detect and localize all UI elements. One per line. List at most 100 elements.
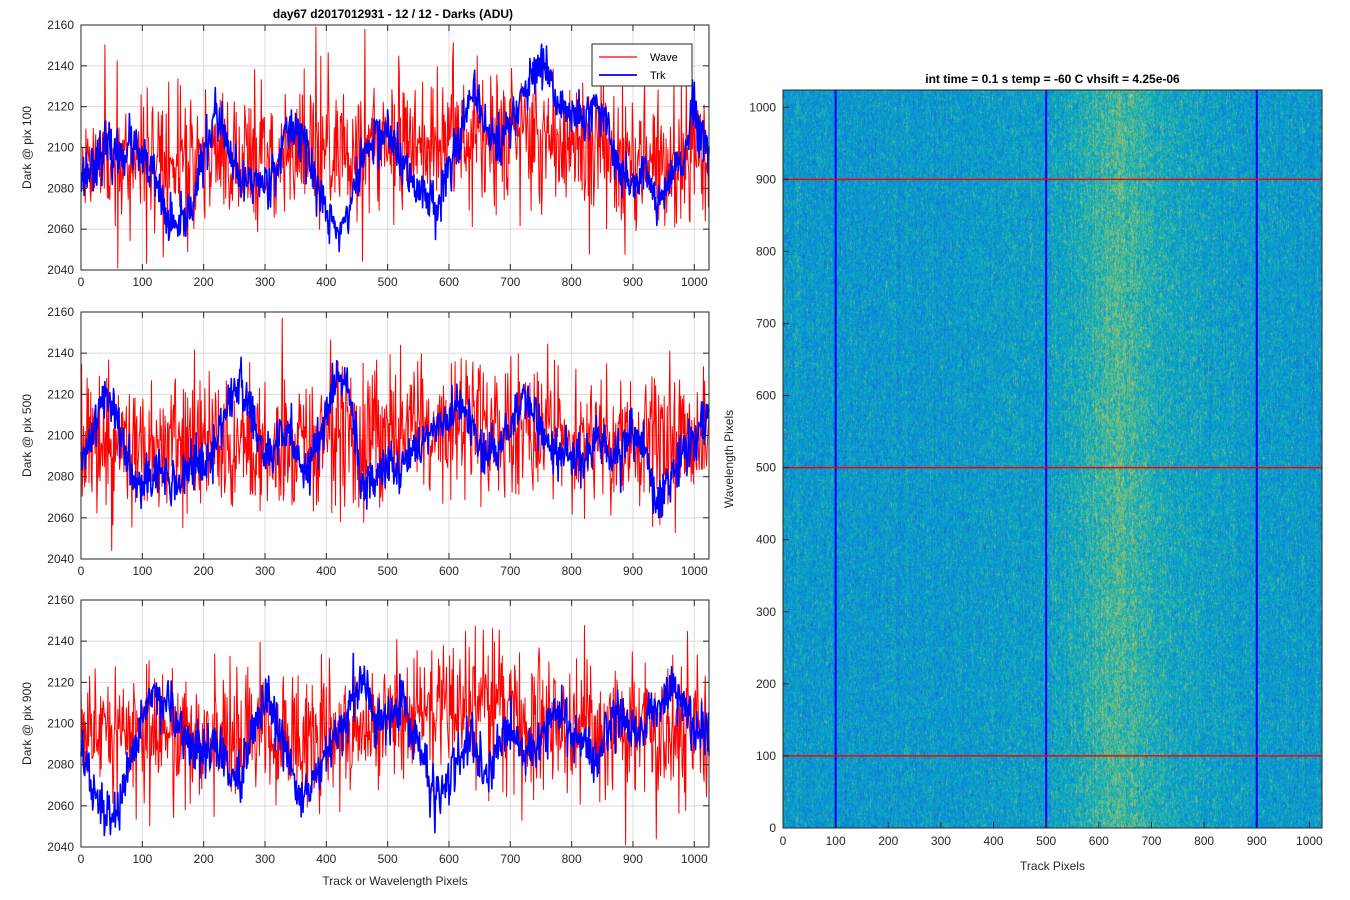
x-tick-label: 100 xyxy=(132,564,152,578)
x-axis-label: Track or Wavelength Pixels xyxy=(322,874,467,888)
heatmap-title: int time = 0.1 s temp = -60 C vhsift = 4… xyxy=(925,72,1180,86)
y-tick-label: 2040 xyxy=(47,552,74,566)
x-tick-label: 700 xyxy=(500,564,520,578)
heatmap-canvas xyxy=(783,90,1322,828)
legend: Wave Trk xyxy=(591,43,693,87)
x-tick-label: 800 xyxy=(1194,834,1214,848)
x-tick-label: 700 xyxy=(1141,834,1161,848)
x-tick-label: 400 xyxy=(316,564,336,578)
y-tick-label: 2120 xyxy=(47,675,74,689)
x-tick-label: 500 xyxy=(378,564,398,578)
ticks: 0 100 200 300 400 500 600 700 800 900 1000 2040 2060… xyxy=(47,593,709,866)
y-tick-label: 700 xyxy=(756,317,776,331)
x-tick-label: 600 xyxy=(439,564,459,578)
x-tick-label: 400 xyxy=(316,852,336,866)
x-tick-label: 900 xyxy=(623,564,643,578)
y-tick-label: 2060 xyxy=(47,511,74,525)
y-tick-label: 2160 xyxy=(47,18,74,32)
x-tick-label: 300 xyxy=(931,834,951,848)
x-tick-label: 400 xyxy=(316,275,336,289)
legend-label-trk: Trk xyxy=(650,70,666,82)
x-tick-label: 0 xyxy=(78,275,85,289)
x-tick-label: 500 xyxy=(1036,834,1056,848)
x-tick-label: 600 xyxy=(439,852,459,866)
y-tick-label: 2140 xyxy=(47,346,74,360)
x-tick-label: 1000 xyxy=(681,564,708,578)
ticks: 0 100 200 300 400 500 600 700 800 900 1000 0 100 200 3… xyxy=(749,100,1323,848)
y-axis-label: Wavelength Pixels xyxy=(722,410,736,508)
x-tick-label: 0 xyxy=(78,564,85,578)
x-tick-label: 100 xyxy=(132,852,152,866)
y-tick-label: 1000 xyxy=(749,100,776,114)
y-tick-label: 2040 xyxy=(47,840,74,854)
y-tick-label: 2100 xyxy=(47,141,74,155)
y-tick-label: 2060 xyxy=(47,799,74,813)
y-tick-label: 2100 xyxy=(47,429,74,443)
y-tick-label: 2120 xyxy=(47,100,74,114)
y-axis-label: Dark @ pix 900 xyxy=(20,682,34,765)
y-tick-label: 2160 xyxy=(47,593,74,607)
x-tick-label: 600 xyxy=(439,275,459,289)
x-tick-label: 300 xyxy=(255,275,275,289)
x-tick-label: 200 xyxy=(194,852,214,866)
y-tick-label: 300 xyxy=(756,605,776,619)
series-line-wave xyxy=(80,26,710,269)
heatmap-image xyxy=(783,90,1322,828)
y-tick-label: 100 xyxy=(756,749,776,763)
x-tick-label: 300 xyxy=(255,852,275,866)
x-tick-label: 200 xyxy=(878,834,898,848)
series-line-trk xyxy=(80,356,710,519)
y-tick-label: 2060 xyxy=(47,222,74,236)
y-tick-label: 600 xyxy=(756,389,776,403)
x-axis-label: Track Pixels xyxy=(1020,859,1085,873)
y-tick-label: 900 xyxy=(756,172,776,186)
y-tick-label: 2140 xyxy=(47,59,74,73)
heatmap-plot: 0 100 200 300 400 500 600 700 800 900 1000 0 100 200 3… xyxy=(722,72,1323,873)
x-tick-label: 800 xyxy=(562,275,582,289)
x-tick-label: 900 xyxy=(623,852,643,866)
y-axis-label: Dark @ pix 500 xyxy=(20,394,34,477)
x-tick-label: 800 xyxy=(562,564,582,578)
y-tick-label: 2080 xyxy=(47,470,74,484)
legend-label-wave: Wave xyxy=(650,52,678,64)
x-tick-label: 700 xyxy=(500,852,520,866)
y-tick-label: 400 xyxy=(756,533,776,547)
x-tick-label: 900 xyxy=(623,275,643,289)
x-tick-label: 600 xyxy=(1089,834,1109,848)
x-tick-label: 200 xyxy=(194,564,214,578)
legend-box xyxy=(591,43,693,87)
y-tick-label: 2080 xyxy=(47,181,74,195)
x-tick-label: 500 xyxy=(378,275,398,289)
x-tick-label: 1000 xyxy=(1296,834,1323,848)
series-line-trk xyxy=(80,652,710,837)
x-tick-label: 100 xyxy=(826,834,846,848)
y-tick-label: 2100 xyxy=(47,717,74,731)
x-tick-label: 300 xyxy=(255,564,275,578)
x-tick-label: 700 xyxy=(500,275,520,289)
x-tick-label: 400 xyxy=(984,834,1004,848)
figure-title: day67 d2017012931 - 12 / 12 - Darks (ADU… xyxy=(273,7,513,21)
x-tick-label: 0 xyxy=(780,834,787,848)
line-plot-1: 0 100 200 300 400 500 600 700 800 900 1000 2040 2060… xyxy=(20,18,710,289)
x-tick-label: 1000 xyxy=(681,852,708,866)
plots-container: 0 100 200 300 400 500 600 700 800 900 100020402060… xyxy=(20,18,1323,888)
x-tick-label: 800 xyxy=(562,852,582,866)
x-tick-label: 1000 xyxy=(681,275,708,289)
x-tick-label: 500 xyxy=(378,852,398,866)
axes-box xyxy=(782,89,1323,829)
y-tick-label: 2040 xyxy=(47,263,74,277)
ticks: 0 100 200 300 400 500 600 700 800 900 1000 2040 2060… xyxy=(47,18,709,289)
x-tick-label: 900 xyxy=(1247,834,1267,848)
y-tick-label: 2160 xyxy=(47,305,74,319)
series-line-trk xyxy=(80,43,710,253)
y-tick-label: 2140 xyxy=(47,634,74,648)
y-tick-label: 2120 xyxy=(47,387,74,401)
y-tick-label: 500 xyxy=(756,461,776,475)
ticks: 0 100 200 300 400 500 600 700 800 900 1000 2040 2060… xyxy=(47,305,709,578)
line-plot-2: 0 100 200 300 400 500 600 700 800 900 1000 2040 2060… xyxy=(20,305,710,578)
x-tick-label: 200 xyxy=(194,275,214,289)
y-tick-label: 0 xyxy=(769,821,776,835)
y-tick-label: 2080 xyxy=(47,758,74,772)
x-tick-label: 0 xyxy=(78,852,85,866)
